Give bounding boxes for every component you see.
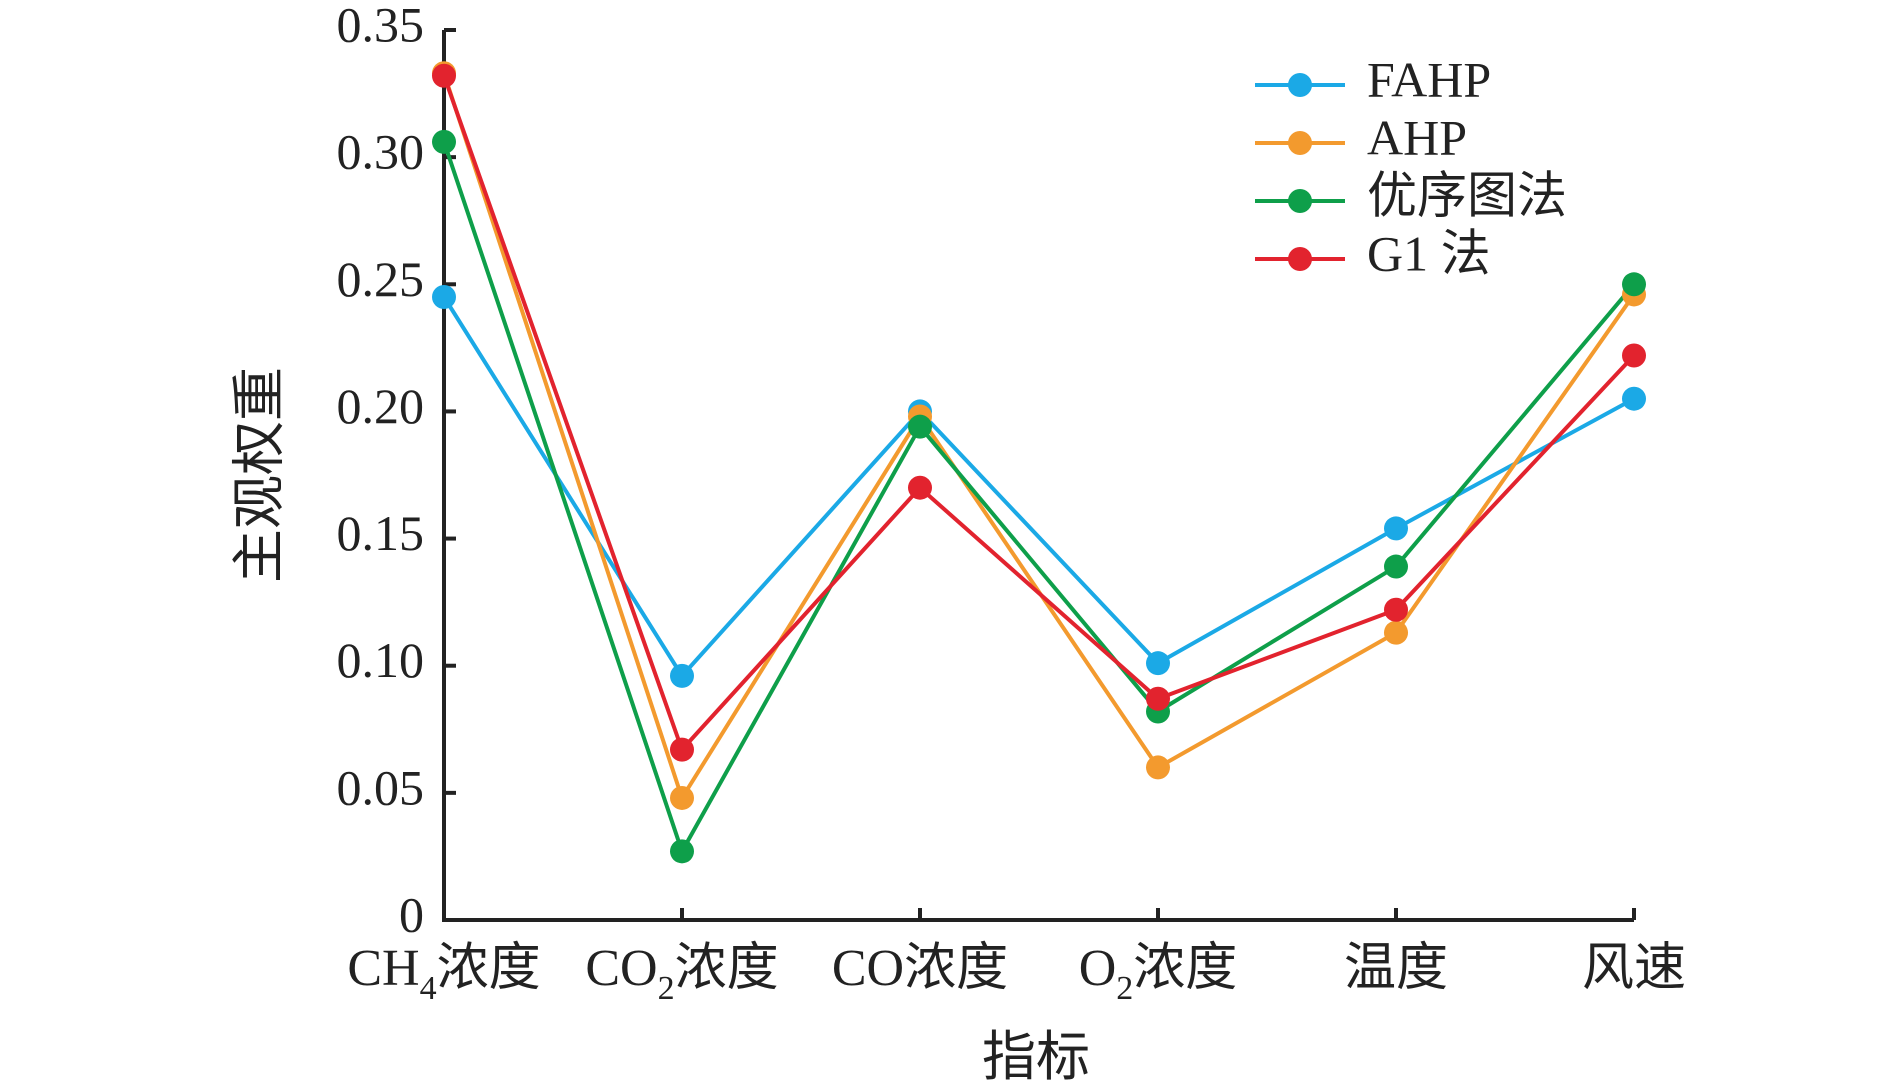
data-point — [670, 663, 694, 688]
x-tick-label: O2浓度 — [1079, 940, 1238, 1007]
y-tick-label: 0.20 — [337, 378, 425, 434]
legend-label: 优序图法 — [1367, 167, 1567, 223]
y-tick-label: 0.30 — [337, 124, 425, 180]
x-tick-label: CO浓度 — [832, 940, 1008, 997]
data-point — [1622, 386, 1646, 411]
y-tick-label: 0.15 — [337, 505, 425, 561]
x-tick-label: 温度 — [1344, 940, 1448, 997]
data-point — [908, 475, 932, 500]
x-tick-label: CH4浓度 — [347, 940, 540, 1007]
legend-marker — [1288, 73, 1312, 97]
y-tick-label: 0 — [399, 886, 424, 942]
data-point — [432, 129, 456, 154]
axes — [442, 30, 1634, 922]
y-tick-label: 0.35 — [337, 0, 425, 52]
series-layer — [432, 61, 1646, 864]
x-tick-label: 风速 — [1582, 940, 1686, 997]
data-point — [432, 63, 456, 88]
data-point — [1146, 755, 1170, 780]
series-line-0 — [442, 295, 1635, 678]
data-point — [670, 785, 694, 810]
x-ticks: CH4浓度 CO2浓度 CO浓度 O2浓度 温度 风速 — [347, 908, 1686, 1007]
legend-label: FAHP — [1367, 51, 1491, 107]
data-point — [1146, 686, 1170, 711]
data-point — [1384, 516, 1408, 541]
data-point — [432, 285, 456, 309]
legend-marker — [1288, 247, 1312, 271]
y-axis-title: 主观权重 — [229, 367, 289, 583]
data-point — [1384, 554, 1408, 579]
y-ticks: 0 0.05 0.10 0.15 0.20 0.25 0.30 0.35 — [337, 0, 456, 942]
data-point — [1384, 620, 1408, 645]
data-point — [670, 839, 694, 864]
data-point — [1622, 272, 1646, 297]
x-axis-title: 指标 — [982, 1027, 1090, 1087]
data-point — [670, 737, 694, 762]
series-line-3 — [442, 75, 1636, 752]
data-point — [1146, 651, 1170, 676]
data-point — [908, 414, 932, 439]
data-point — [1384, 597, 1408, 622]
y-tick-label: 0.25 — [337, 251, 425, 307]
legend-label: G1 法 — [1367, 225, 1491, 281]
legend-marker — [1288, 131, 1312, 155]
y-tick-label: 0.05 — [337, 759, 425, 815]
x-tick-label: CO2浓度 — [585, 940, 778, 1007]
series-line-2 — [442, 141, 1636, 854]
legend-label: AHP — [1367, 109, 1467, 165]
y-tick-label: 0.10 — [337, 632, 425, 688]
legend-marker — [1288, 189, 1312, 213]
data-point — [1622, 343, 1646, 368]
